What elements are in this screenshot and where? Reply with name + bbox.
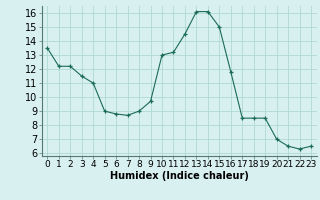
X-axis label: Humidex (Indice chaleur): Humidex (Indice chaleur) (110, 171, 249, 181)
